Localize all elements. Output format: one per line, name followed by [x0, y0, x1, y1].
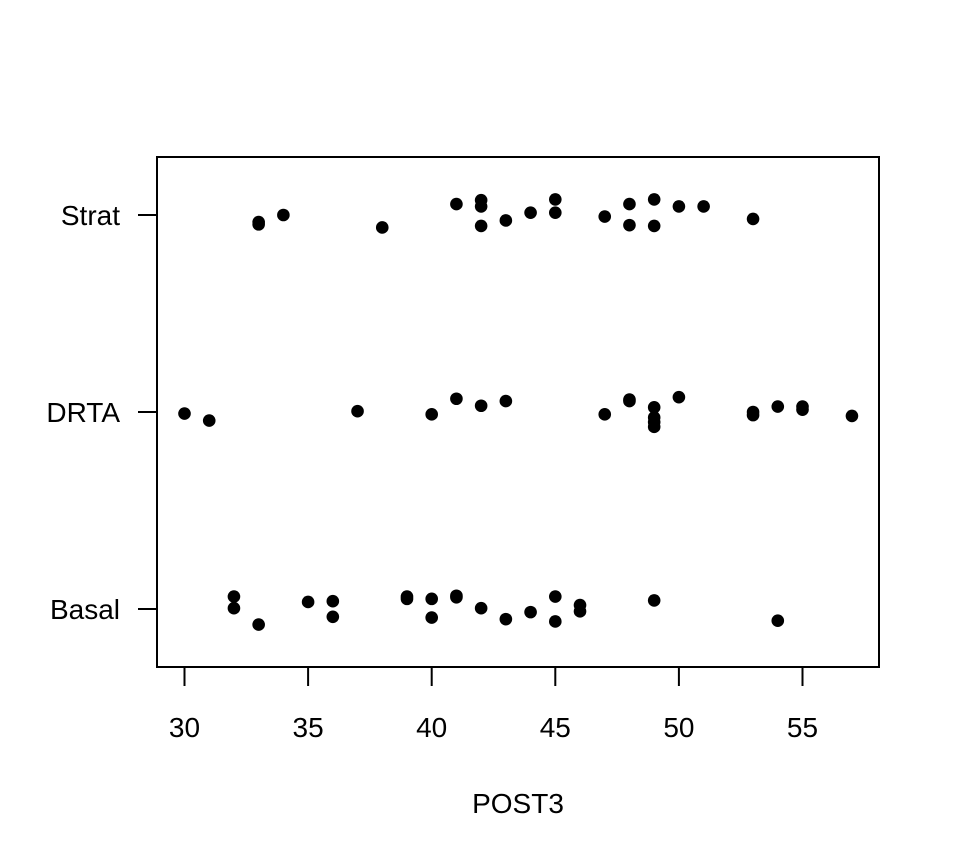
data-point-strat — [746, 212, 760, 226]
y-category-label: Strat — [61, 200, 120, 231]
data-point-strat — [647, 219, 661, 233]
data-point-drta — [178, 407, 191, 420]
data-point-drta — [771, 400, 785, 413]
data-point-strat — [697, 200, 710, 213]
data-point-drta — [202, 414, 216, 427]
data-point-strat — [598, 210, 612, 223]
data-point-drta — [647, 401, 661, 414]
data-point-basal — [326, 610, 340, 624]
data-point-basal — [771, 614, 785, 627]
data-point-drta — [450, 392, 463, 406]
data-point-drta — [647, 420, 661, 434]
data-point-basal — [573, 605, 587, 618]
data-point-drta — [351, 404, 364, 418]
data-point-strat — [252, 218, 265, 231]
data-point-drta — [845, 409, 859, 423]
data-point-drta — [499, 394, 513, 408]
data-point-basal — [524, 605, 537, 619]
data-point-strat — [549, 206, 562, 219]
data-points — [178, 193, 859, 631]
data-point-drta — [746, 408, 760, 422]
y-category-label: Basal — [50, 594, 120, 625]
data-point-strat — [647, 193, 661, 206]
data-point-strat — [375, 221, 389, 234]
data-point-basal — [326, 594, 340, 608]
x-tick-label: 55 — [787, 712, 818, 743]
data-point-basal — [400, 592, 414, 606]
data-point-strat — [474, 200, 488, 213]
data-point-basal — [227, 590, 241, 603]
x-tick-label: 40 — [416, 712, 447, 743]
data-point-basal — [499, 612, 513, 626]
data-point-basal — [474, 601, 488, 615]
y-category-label: DRTA — [46, 397, 120, 428]
data-point-basal — [227, 601, 241, 615]
data-point-basal — [425, 592, 439, 606]
x-tick-label: 45 — [540, 712, 571, 743]
data-point-basal — [301, 595, 315, 609]
data-point-strat — [524, 206, 537, 219]
data-point-strat — [474, 219, 488, 233]
x-axis: 30 35 40 45 50 55 — [169, 666, 818, 743]
data-point-drta — [672, 390, 686, 404]
x-tick-label: 30 — [169, 712, 200, 743]
data-point-strat — [549, 193, 562, 206]
data-point-basal — [252, 618, 265, 631]
x-tick-label: 35 — [293, 712, 324, 743]
x-axis-title: POST3 — [472, 788, 564, 819]
plot-frame — [156, 156, 880, 668]
data-point-strat — [623, 197, 636, 211]
data-point-strat — [277, 208, 290, 222]
data-point-drta — [598, 408, 612, 421]
data-point-strat — [672, 200, 686, 213]
data-point-basal — [450, 591, 463, 604]
data-point-basal — [425, 611, 439, 624]
data-point-basal — [549, 615, 562, 628]
data-point-basal — [647, 594, 661, 607]
y-axis: Basal DRTA Strat — [46, 200, 158, 625]
data-point-drta — [623, 394, 636, 408]
x-tick-label: 50 — [663, 712, 694, 743]
data-point-drta — [796, 403, 809, 416]
data-point-strat — [623, 218, 636, 232]
data-point-strat — [499, 214, 513, 227]
data-point-drta — [474, 399, 488, 413]
data-point-drta — [425, 408, 439, 421]
data-point-strat — [450, 197, 463, 211]
data-point-basal — [549, 590, 562, 603]
